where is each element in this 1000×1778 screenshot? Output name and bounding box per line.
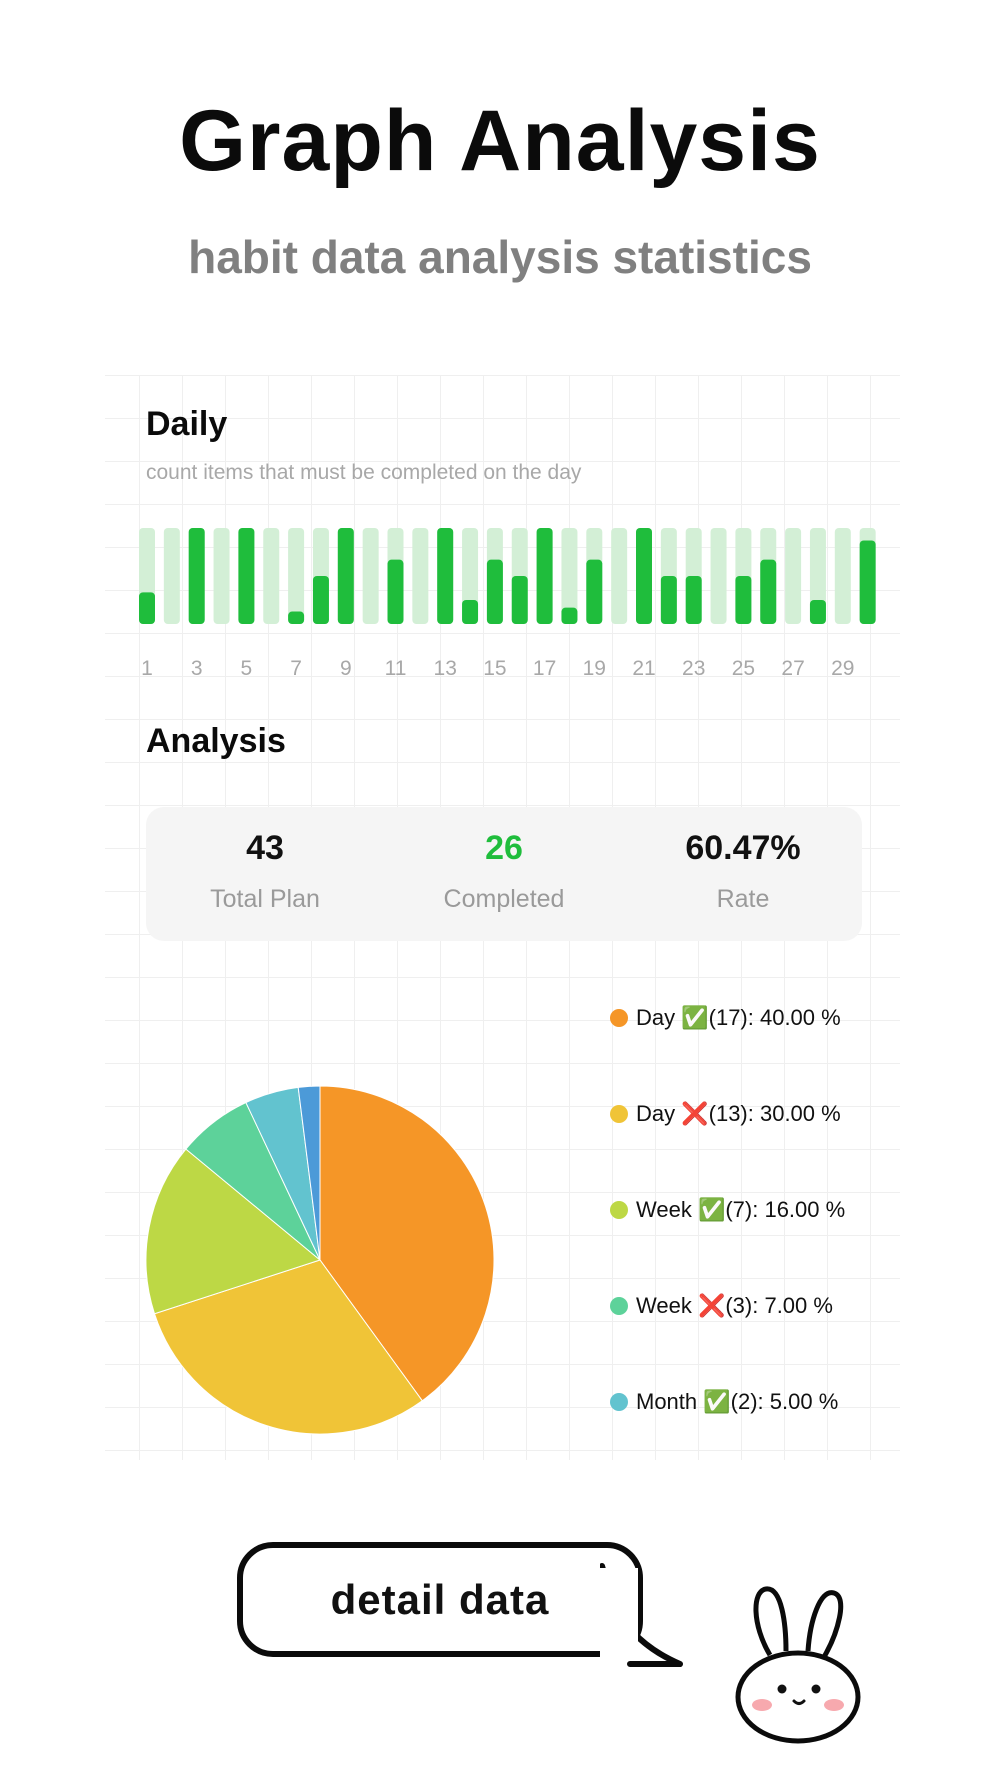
daily-bar-track — [412, 528, 429, 624]
daily-bar — [312, 576, 329, 624]
daily-x-tick: 3 — [191, 657, 203, 680]
pie-slice — [297, 1085, 321, 1261]
stat-rate-value: 60.47% — [685, 829, 801, 867]
habit-pie-chart — [145, 1085, 495, 1435]
daily-bar — [561, 607, 578, 624]
legend-label: Week ✅(7): 16.00 % — [636, 1197, 846, 1222]
legend-dot — [610, 1201, 628, 1219]
pie-slice — [153, 1259, 423, 1435]
daily-x-tick: 9 — [340, 657, 352, 680]
legend-label: Day ❌(13): 30.00 % — [636, 1101, 841, 1126]
daily-bar — [809, 600, 826, 624]
detail-data-button[interactable]: detail data — [237, 1542, 643, 1657]
daily-bar — [859, 540, 876, 624]
daily-x-tick: 29 — [831, 657, 854, 680]
daily-bar — [139, 592, 155, 624]
daily-bar — [536, 528, 553, 624]
speech-tail-icon — [600, 1563, 683, 1667]
daily-bar-chart: 1 3 5 7 9 11 13 15 17 19 21 23 25 27 29 — [139, 528, 876, 680]
pie-slice — [319, 1085, 495, 1402]
daily-x-tick: 13 — [434, 657, 457, 680]
daily-section-title: Daily — [146, 405, 228, 443]
daily-bar — [660, 576, 677, 624]
legend-label: Day ✅(17): 40.00 % — [636, 1005, 841, 1030]
daily-x-tick: 1 — [141, 657, 153, 680]
detail-data-label: detail data — [330, 1575, 550, 1623]
daily-bar — [462, 600, 479, 624]
bunny-icon — [735, 1586, 861, 1744]
legend-item: Week ✅(7): 16.00 % — [610, 1194, 845, 1226]
daily-x-tick: 27 — [781, 657, 804, 680]
legend-label: Week ❌(3): 7.00 % — [636, 1293, 833, 1318]
daily-bar — [685, 576, 702, 624]
stats-summary: 43 Total Plan 26 Completed 60.47% Rate — [146, 807, 862, 941]
daily-bar-track — [834, 528, 851, 624]
stat-total-plan-value: 43 — [246, 829, 284, 867]
legend-label: Month ✅(2): 5.00 % — [636, 1389, 839, 1414]
legend-item: Month ✅(2): 5.00 % — [610, 1386, 838, 1418]
daily-bar-track — [710, 528, 727, 624]
daily-bar-track — [288, 528, 305, 624]
daily-bar — [238, 528, 255, 624]
daily-x-tick: 5 — [241, 657, 253, 680]
stat-completed-value: 26 — [485, 829, 523, 867]
daily-bar-track — [561, 528, 578, 624]
stat-rate-label: Rate — [716, 885, 770, 913]
daily-bar — [486, 559, 503, 624]
stat-total-plan-label: Total Plan — [210, 885, 320, 913]
daily-x-tick: 19 — [583, 657, 606, 680]
daily-x-tick: 17 — [533, 657, 556, 680]
daily-bar-track — [611, 528, 628, 624]
legend-item: Day ✅(17): 40.00 % — [610, 1002, 841, 1034]
legend-item: Week ❌(3): 7.00 % — [610, 1290, 833, 1322]
daily-bar — [586, 559, 603, 624]
daily-x-tick: 23 — [682, 657, 705, 680]
daily-description: count items that must be completed on th… — [146, 461, 582, 484]
daily-bar — [735, 576, 752, 624]
legend-dot — [610, 1009, 628, 1027]
analysis-section-title: Analysis — [146, 722, 286, 760]
daily-bar-track — [785, 528, 802, 624]
daily-bar — [337, 528, 354, 624]
legend-dot — [610, 1105, 628, 1123]
page-title: Graph Analysis — [179, 93, 821, 189]
daily-x-tick: 7 — [290, 657, 302, 680]
daily-bar — [188, 528, 205, 624]
daily-bar — [511, 576, 528, 624]
daily-bar — [636, 528, 652, 624]
legend-item: Day ❌(13): 30.00 % — [610, 1098, 841, 1130]
page-subtitle: habit data analysis statistics — [188, 231, 812, 283]
stat-completed-label: Completed — [443, 885, 565, 913]
daily-bar — [437, 528, 454, 624]
daily-bar-track — [213, 528, 230, 624]
legend-dot — [610, 1393, 628, 1411]
daily-bar-track — [362, 528, 379, 624]
daily-bar-track — [163, 528, 180, 624]
daily-x-tick: 15 — [483, 657, 506, 680]
legend-dot — [610, 1297, 628, 1315]
daily-bar — [760, 559, 777, 624]
daily-bar — [387, 559, 404, 624]
pie-slice — [145, 1148, 322, 1315]
daily-bar-track — [263, 528, 280, 624]
daily-bar — [288, 611, 305, 624]
daily-x-tick: 21 — [632, 657, 655, 680]
daily-x-tick: 25 — [732, 657, 755, 680]
daily-x-tick: 11 — [385, 657, 407, 680]
